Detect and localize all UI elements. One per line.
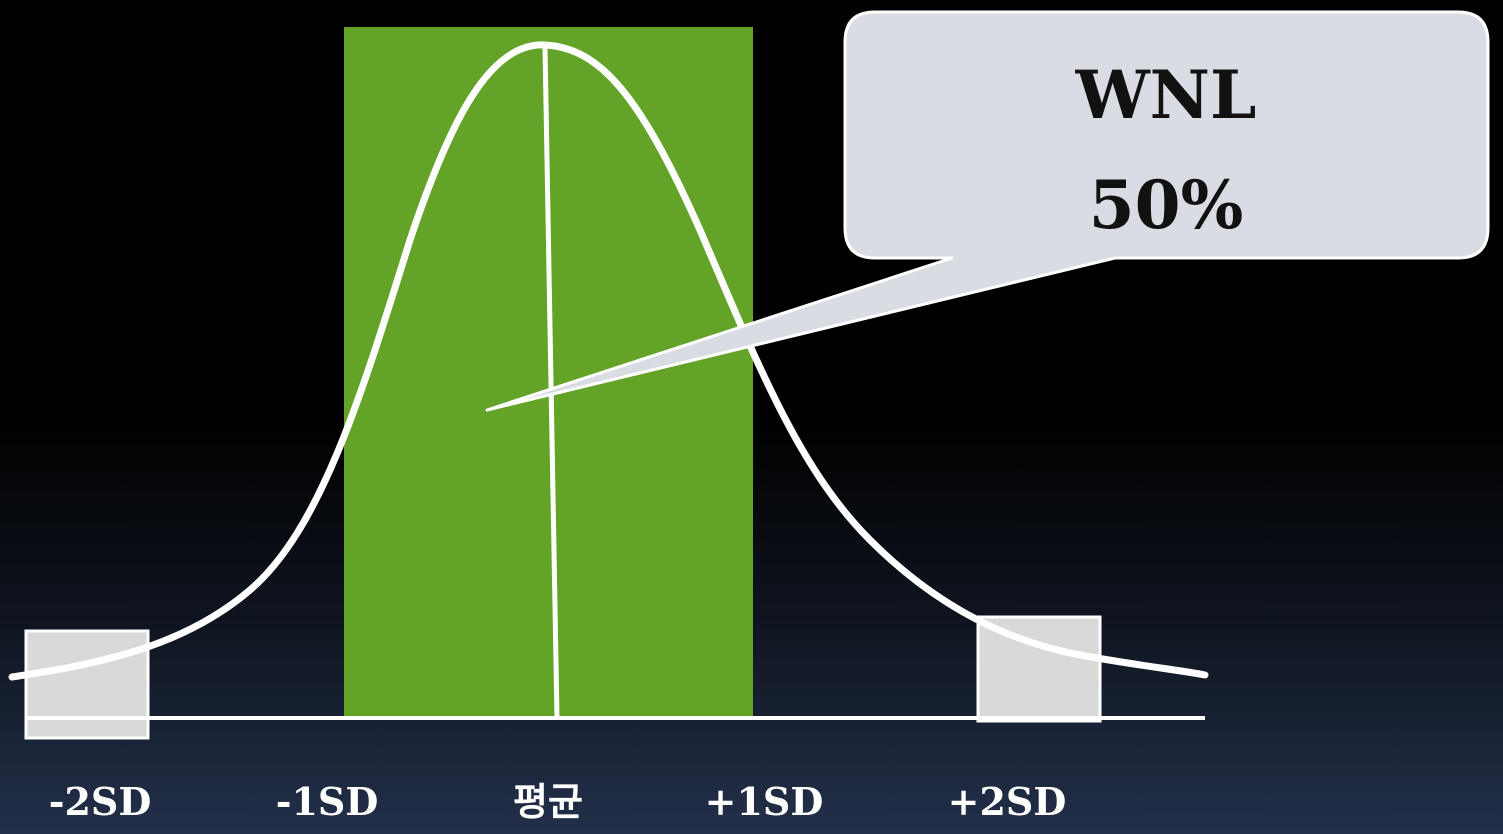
- axis-label-plus-2sd: +2SD: [948, 779, 1067, 824]
- mean-line: [542, 47, 560, 719]
- axis-label-minus-2sd: -2SD: [49, 779, 152, 824]
- axis-label-minus-1sd: -1SD: [276, 779, 379, 824]
- bell-curve: [8, 41, 1209, 681]
- axis-label-mean: 평균: [513, 779, 583, 824]
- right-tail-box: [976, 615, 1102, 723]
- callout-label-wnl: WNL: [1075, 56, 1257, 134]
- left-tail-box: [24, 629, 150, 740]
- callout-label-percent: 50%: [1089, 166, 1244, 244]
- axis-label-plus-1sd: +1SD: [705, 779, 824, 824]
- callout-bubble: [485, 10, 1490, 412]
